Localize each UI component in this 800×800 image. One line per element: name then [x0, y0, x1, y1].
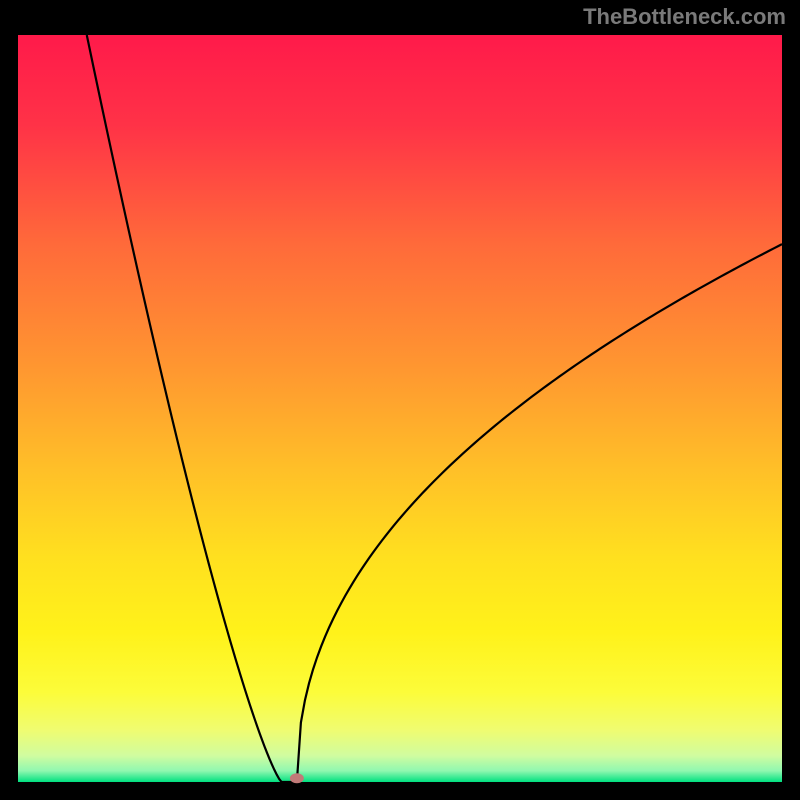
- chart-svg: [0, 0, 800, 800]
- watermark-text: TheBottleneck.com: [583, 4, 786, 30]
- bottleneck-chart: TheBottleneck.com: [0, 0, 800, 800]
- optimal-point-marker: [290, 773, 304, 783]
- plot-area: [18, 35, 782, 782]
